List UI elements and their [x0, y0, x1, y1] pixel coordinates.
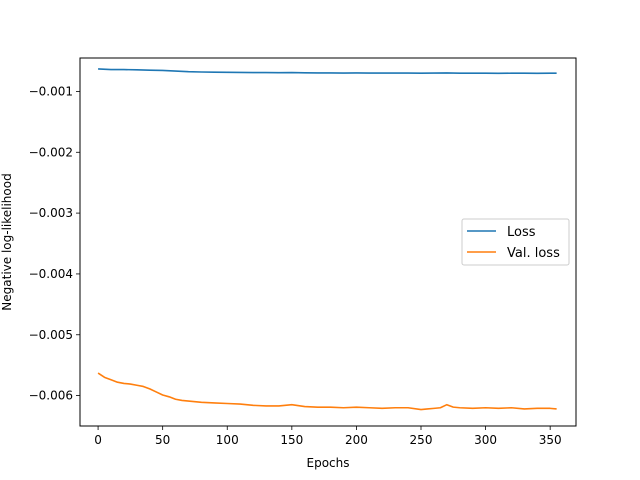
- plot-frame: [79, 57, 577, 427]
- y-tick-label: −0.004: [29, 267, 73, 281]
- x-tick-label: 300: [474, 433, 497, 447]
- legend-label-val-loss: Val. loss: [507, 246, 560, 261]
- x-axis: 0 50 100 150 200 250 300 350: [94, 426, 562, 447]
- plot-lines: [97, 68, 557, 411]
- x-tick-label: 350: [539, 433, 562, 447]
- series-line-val-loss: [97, 372, 557, 411]
- x-tick-label: 50: [155, 433, 170, 447]
- y-tick-label: −0.002: [29, 145, 73, 159]
- series-line-loss: [98, 68, 557, 75]
- y-axis-label: Negative log-likelihood: [0, 173, 14, 310]
- y-tick-label: −0.005: [29, 328, 73, 342]
- y-tick-label: −0.006: [29, 389, 73, 403]
- legend: Loss Val. loss: [461, 218, 570, 266]
- y-tick-label: −0.001: [29, 84, 73, 98]
- x-tick-label: 100: [216, 433, 239, 447]
- x-tick-label: 0: [94, 433, 102, 447]
- legend-label-loss: Loss: [507, 225, 536, 240]
- y-tick-label: −0.003: [29, 206, 73, 220]
- x-axis-label: Epochs: [307, 456, 350, 470]
- x-tick-label: 150: [280, 433, 303, 447]
- x-tick-label: 250: [410, 433, 433, 447]
- x-tick-label: 200: [345, 433, 368, 447]
- y-axis: −0.006 −0.005 −0.004 −0.003 −0.002 −0.001: [29, 84, 80, 403]
